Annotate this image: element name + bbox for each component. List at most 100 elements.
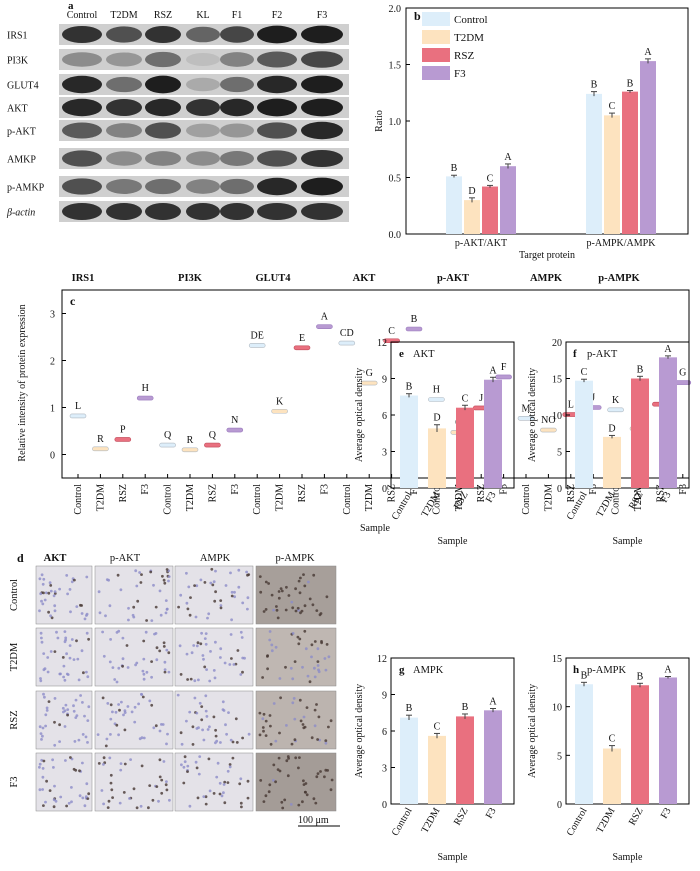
ihc-nucleus (167, 579, 170, 583)
ihc-nucleus (81, 733, 85, 736)
ihc-nucleus (247, 573, 251, 576)
significance-letter: B (406, 703, 413, 714)
ihc-nucleus (204, 694, 208, 698)
ihc-nucleus (293, 660, 297, 663)
ihc-nucleus (294, 609, 298, 613)
ihc-nucleus (150, 675, 154, 679)
ihc-nucleus (109, 703, 113, 707)
x-tick-label: RSZ (297, 484, 308, 502)
blot-band (62, 75, 102, 94)
ihc-nucleus (72, 709, 76, 713)
ihc-nucleus (39, 679, 43, 683)
significance-letter: K (276, 396, 284, 407)
ihc-nucleus (98, 611, 102, 615)
ihc-nucleus (53, 609, 57, 613)
ihc-nucleus (140, 764, 144, 768)
ihc-nucleus (313, 708, 317, 712)
ihc-nucleus (274, 780, 277, 784)
ihc-nucleus (78, 794, 82, 798)
ihc-nucleus (285, 759, 289, 763)
ihc-nucleus (200, 705, 204, 708)
blot-band (145, 151, 181, 166)
ihc-nucleus (285, 724, 288, 727)
ihc-row-label: F3 (9, 776, 20, 787)
ihc-nucleus (279, 587, 283, 590)
ihc-nucleus (131, 613, 135, 617)
ihc-nucleus (42, 668, 46, 672)
ihc-nucleus (66, 592, 69, 596)
ihc-nucleus (145, 619, 149, 622)
ihc-nucleus (291, 632, 295, 635)
ihc-nucleus (192, 644, 196, 647)
protein-label: IRS1 (7, 31, 28, 42)
ihc-nucleus (204, 632, 208, 635)
significance-letter: NO (541, 415, 555, 426)
ihc-nucleus (39, 631, 43, 635)
x-tick-label: Control (431, 484, 442, 515)
blot-band (301, 75, 343, 94)
ihc-nucleus (209, 581, 213, 585)
ihc-nucleus (280, 800, 284, 804)
ihc-nucleus (62, 664, 66, 668)
significance-letter: B (637, 364, 644, 375)
ihc-nucleus (163, 581, 167, 585)
x-axis-label: Sample (613, 852, 644, 863)
y-tick-label: 10 (552, 703, 562, 714)
ihc-nucleus (268, 630, 272, 633)
ihc-nucleus (151, 798, 155, 802)
ihc-nucleus (164, 611, 168, 615)
ihc-nucleus (45, 706, 49, 710)
ihc-nucleus (154, 724, 158, 728)
panel-label: g (399, 664, 405, 676)
ihc-image-grid: d AKT p-AKT AMPK p-AMPK Control T2DM RSZ F3 100… (9, 551, 340, 827)
blot-band (257, 122, 297, 139)
bar (622, 91, 638, 235)
blot-band (106, 179, 142, 194)
ihc-nucleus (144, 630, 148, 634)
ihc-nucleus (63, 725, 67, 728)
blot-band (106, 76, 142, 93)
ihc-nucleus (162, 641, 166, 645)
data-point (204, 442, 221, 448)
ihc-nucleus (201, 654, 205, 657)
ihc-nucleus (302, 573, 305, 576)
ihc-nucleus (208, 725, 211, 729)
ihc-image (174, 627, 254, 687)
ihc-nucleus (200, 718, 204, 722)
significance-letter: H (142, 383, 149, 394)
ihc-nucleus (284, 665, 287, 669)
blot-row: GLUT4 (7, 74, 349, 95)
ihc-nucleus (135, 806, 139, 810)
x-tick-label: T2DM (95, 484, 106, 511)
chart-title: AMPK (413, 665, 444, 676)
ihc-nucleus (212, 715, 216, 719)
x-tick-label: Control (252, 484, 263, 515)
ihc-nucleus (43, 598, 47, 602)
ihc-nucleus (222, 783, 226, 786)
ihc-nucleus (224, 723, 227, 727)
ihc-nucleus (80, 612, 84, 615)
blot-row: p-AKT (7, 120, 349, 141)
lane-label: F3 (317, 10, 328, 21)
blot-band (220, 52, 254, 67)
ihc-nucleus (102, 763, 105, 766)
ihc-nucleus (49, 650, 53, 653)
y-axis-label: Average optical density (527, 368, 538, 462)
ihc-nucleus (194, 760, 198, 764)
x-axis-label: Sample (438, 536, 469, 547)
ihc-nucleus (42, 692, 45, 696)
x-tick-label: T2DM (364, 484, 375, 511)
ihc-nucleus (62, 710, 65, 714)
ihc-nucleus (214, 590, 218, 594)
y-tick-label: 0 (557, 484, 562, 495)
blot-band (257, 150, 297, 167)
ihc-nucleus (139, 804, 143, 808)
ihc-nucleus (230, 594, 234, 598)
ihc-nucleus (121, 664, 124, 668)
ihc-nucleus (73, 740, 77, 743)
ihc-nucleus (197, 772, 201, 776)
ihc-nucleus (276, 616, 280, 620)
ihc-nucleus (87, 637, 90, 641)
significance-letter: K (612, 395, 620, 406)
ihc-nucleus (183, 760, 187, 764)
